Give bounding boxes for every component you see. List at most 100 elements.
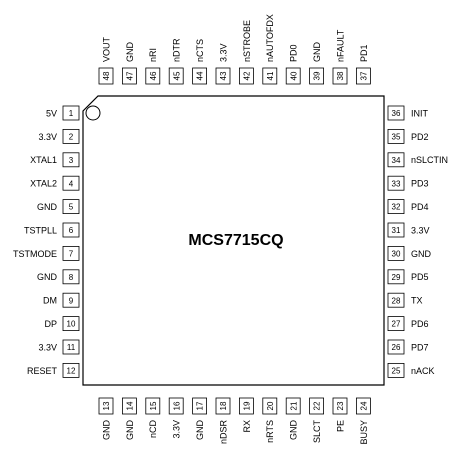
pin-number: 12: [67, 367, 76, 376]
pin-box: [285, 397, 301, 415]
pin-label: GND: [289, 420, 299, 441]
pin-box: [309, 67, 325, 85]
pin-label: PD1: [359, 44, 369, 62]
pin-number: 14: [126, 401, 135, 410]
pin-box: [332, 397, 348, 415]
pin-box: [355, 67, 371, 85]
pin-number: 30: [392, 250, 401, 259]
pin-label: TX: [411, 296, 423, 306]
pin-box: [387, 175, 405, 191]
pin-label: GND: [411, 249, 432, 259]
pin-number: 25: [392, 367, 401, 376]
pin-number: 6: [69, 226, 74, 235]
pin-box: [387, 199, 405, 215]
pin-box: [262, 67, 278, 85]
pin-box: [387, 128, 405, 144]
pin-number: 38: [336, 71, 345, 80]
pin-number: 2: [69, 133, 74, 142]
pin-box: [62, 362, 80, 378]
pin-number: 35: [392, 133, 401, 142]
pin-box: [145, 397, 161, 415]
pin-box: [98, 397, 114, 415]
pin-number: 34: [392, 156, 401, 165]
pin-box: [387, 245, 405, 261]
pin-label: GND: [195, 420, 205, 441]
pin-box: [355, 397, 371, 415]
pin-label: 3.3V: [172, 420, 182, 439]
pin-box: [62, 175, 80, 191]
pin-number: 44: [196, 71, 205, 80]
pin-number: 7: [69, 250, 74, 259]
pin-label: GND: [125, 42, 135, 63]
pin-label: GND: [37, 272, 58, 282]
pin-box: [387, 316, 405, 332]
pin-box: [62, 339, 80, 355]
pin-box: [62, 222, 80, 238]
pin-label: RX: [242, 420, 252, 433]
pin-number: 13: [102, 401, 111, 410]
pin-number: 8: [69, 273, 74, 282]
pin-box: [62, 292, 80, 308]
pin-number: 19: [243, 401, 252, 410]
pin-label: DP: [44, 319, 57, 329]
pin-label: RESET: [27, 366, 58, 376]
pin-box: [122, 67, 137, 85]
pin-number: 5: [69, 203, 74, 212]
pin-box: [62, 316, 80, 332]
pin-box: [145, 67, 161, 85]
pin-number: 45: [172, 71, 181, 80]
pin-number: 18: [219, 401, 228, 410]
pin-label: XTAL1: [30, 155, 57, 165]
pin-box: [285, 67, 301, 85]
pin-number: 11: [67, 343, 76, 352]
pin-number: 23: [336, 401, 345, 410]
pin-label: PE: [335, 420, 345, 432]
pin-box: [387, 269, 405, 285]
pin-number: 31: [392, 226, 401, 235]
pin-label: BUSY: [359, 420, 369, 445]
pin-box: [62, 105, 80, 121]
pin-label: nSLCTIN: [411, 155, 448, 165]
pin-box: [387, 152, 405, 168]
pin-box: [62, 199, 80, 215]
pin-label: VOUT: [101, 36, 111, 62]
pin-label: XTAL2: [30, 179, 57, 189]
pin-label: nACK: [411, 366, 435, 376]
pin-number: 26: [392, 343, 401, 352]
pin-number: 20: [266, 401, 275, 410]
pin-number: 42: [243, 71, 252, 80]
pin-label: nCD: [148, 420, 158, 439]
pin-label: INIT: [411, 108, 429, 118]
pin-label: 3.3V: [218, 43, 228, 62]
pin-label: nSTROBE: [242, 20, 252, 62]
pin-box: [387, 292, 405, 308]
pin-label: nCTS: [195, 39, 205, 62]
pin-number: 27: [392, 320, 401, 329]
pin-box: [309, 397, 325, 415]
pin-box: [387, 362, 405, 378]
pin-label: PD4: [411, 202, 429, 212]
pin-number: 41: [266, 71, 275, 80]
pin-box: [387, 339, 405, 355]
pin-number: 3: [69, 156, 74, 165]
pin-label: TSTMODE: [13, 249, 57, 259]
pin-box: [192, 397, 208, 415]
pin-label: PD7: [411, 342, 429, 352]
pin-number: 22: [313, 401, 322, 410]
pin-number: 39: [313, 71, 322, 80]
pin-number: 21: [289, 401, 298, 410]
pin-box: [238, 397, 254, 415]
pin1-marker: [85, 105, 101, 121]
pin-number: 9: [69, 296, 74, 305]
pin-box: [62, 152, 80, 168]
pin-number: 24: [360, 401, 369, 410]
pin-label: nDTR: [172, 38, 182, 62]
pin-label: TSTPLL: [24, 225, 57, 235]
pin-label: DM: [43, 296, 57, 306]
pin-box: [62, 269, 80, 285]
pin-number: 32: [392, 203, 401, 212]
pin-label: nRI: [148, 48, 158, 62]
pin-box: [238, 67, 254, 85]
pin-box: [387, 105, 405, 121]
